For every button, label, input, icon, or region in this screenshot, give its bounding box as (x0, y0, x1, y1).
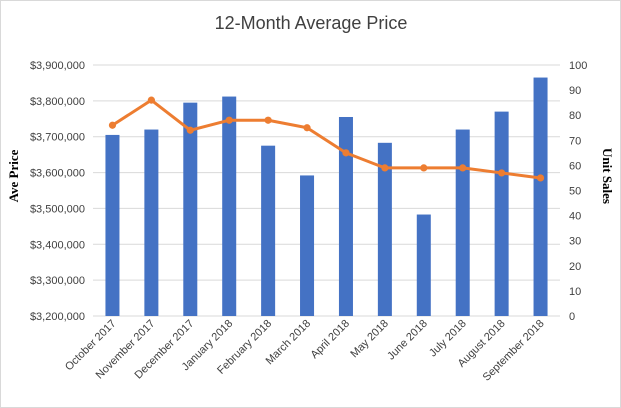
bar (455, 129, 470, 316)
y-tick-label: $3,700,000 (30, 132, 85, 144)
line-point (147, 96, 155, 104)
line-point (225, 116, 233, 124)
line-point (498, 169, 506, 177)
y2-tick-label: 60 (569, 160, 581, 172)
y2-tick-label: 40 (569, 211, 581, 223)
bar (105, 134, 120, 316)
bar (222, 96, 237, 316)
y-tick-label: $3,300,000 (30, 275, 85, 287)
y-tick-label: $3,200,000 (30, 311, 85, 323)
y-tick-label: $3,800,000 (30, 96, 85, 108)
chart-title: 12-Month Average Price (215, 13, 408, 33)
y-tick-label: $3,400,000 (30, 239, 85, 251)
bar (416, 214, 431, 316)
y2-tick-label: 20 (569, 261, 581, 273)
bar (494, 111, 509, 316)
line-point (420, 164, 428, 172)
right-axis-ticks: 0 10 20 30 40 50 60 70 80 90 100 (569, 60, 587, 323)
bar (144, 129, 159, 316)
right-axis-title: Unit Sales (600, 148, 615, 204)
line-point (186, 126, 194, 134)
gridlines (93, 64, 560, 317)
bar-series (105, 77, 548, 317)
left-axis-ticks: $3,200,000 $3,300,000 $3,400,000 $3,500,000… (30, 60, 85, 323)
bar (261, 145, 276, 316)
bar (300, 175, 315, 316)
line-point (264, 116, 272, 124)
bar (338, 116, 353, 316)
y2-tick-label: 70 (569, 135, 581, 147)
y2-tick-label: 50 (569, 186, 581, 198)
bar (533, 77, 548, 316)
bar (183, 102, 198, 317)
line-point (459, 164, 467, 172)
bar (377, 142, 392, 316)
line-point (381, 164, 389, 172)
y2-tick-label: 0 (569, 311, 575, 323)
y2-tick-label: 90 (569, 85, 581, 97)
x-tick-label: April 2018 (309, 318, 353, 362)
line-path (111, 98, 541, 180)
y-tick-label: $3,600,000 (30, 168, 85, 180)
y-tick-label: $3,900,000 (30, 60, 85, 72)
y2-tick-label: 30 (569, 236, 581, 248)
y2-tick-label: 100 (569, 60, 587, 72)
y2-tick-label: 10 (569, 286, 581, 298)
x-tick-label: June 2018 (385, 318, 430, 363)
line-point (536, 174, 545, 182)
line-point (303, 124, 311, 132)
y2-tick-label: 80 (569, 110, 581, 122)
line-point (342, 149, 350, 157)
line-series (108, 96, 545, 182)
left-axis-title: Ave Price (6, 149, 21, 202)
line-point (108, 121, 117, 129)
y-tick-label: $3,500,000 (30, 203, 85, 215)
